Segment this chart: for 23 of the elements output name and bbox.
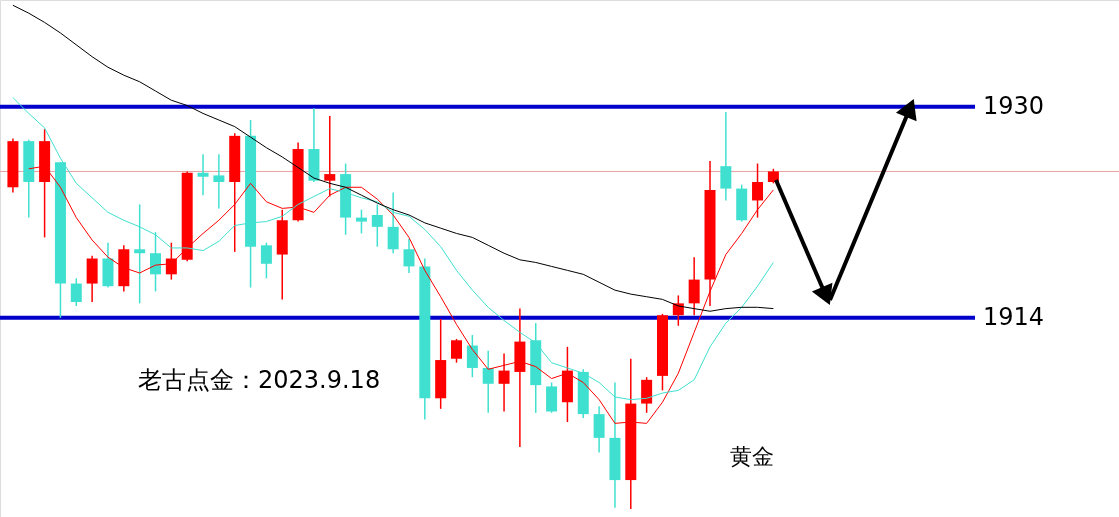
candlestick (466, 334, 478, 378)
candlestick (355, 208, 367, 235)
candlestick (213, 153, 225, 210)
candlestick (672, 294, 684, 327)
annotation: 老古点金：2023.9.18 (138, 366, 381, 394)
candlestick (720, 111, 732, 202)
annotation: 黄金 (730, 444, 774, 469)
candlestick (593, 405, 605, 454)
candlestick (688, 256, 700, 316)
candlestick (451, 338, 463, 364)
ref-line-label: 1930 (983, 91, 1045, 120)
candlestick (641, 376, 653, 414)
candlestick (371, 203, 383, 248)
ref-line-label: 1914 (983, 302, 1045, 331)
candlestick (498, 352, 510, 413)
candlestick (134, 203, 146, 305)
candlestick (197, 153, 209, 196)
candlestick (403, 237, 415, 274)
candlestick (150, 231, 162, 293)
candlestick (260, 241, 272, 280)
candlestick (70, 277, 82, 307)
candlestick (482, 350, 494, 414)
candlestick (387, 191, 399, 254)
